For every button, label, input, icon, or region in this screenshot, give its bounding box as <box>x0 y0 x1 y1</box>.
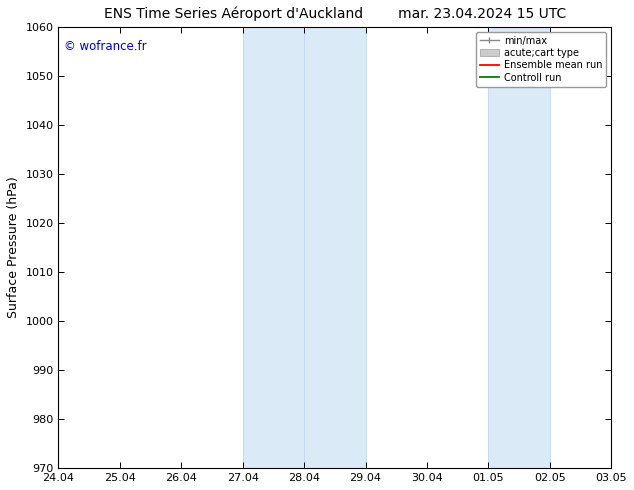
Bar <box>243 27 366 468</box>
Y-axis label: Surface Pressure (hPa): Surface Pressure (hPa) <box>7 176 20 318</box>
Legend: min/max, acute;cart type, Ensemble mean run, Controll run: min/max, acute;cart type, Ensemble mean … <box>476 32 606 87</box>
Text: © wofrance.fr: © wofrance.fr <box>64 40 146 53</box>
Bar <box>488 27 550 468</box>
Title: ENS Time Series Aéroport d'Auckland        mar. 23.04.2024 15 UTC: ENS Time Series Aéroport d'Auckland mar.… <box>104 7 566 22</box>
